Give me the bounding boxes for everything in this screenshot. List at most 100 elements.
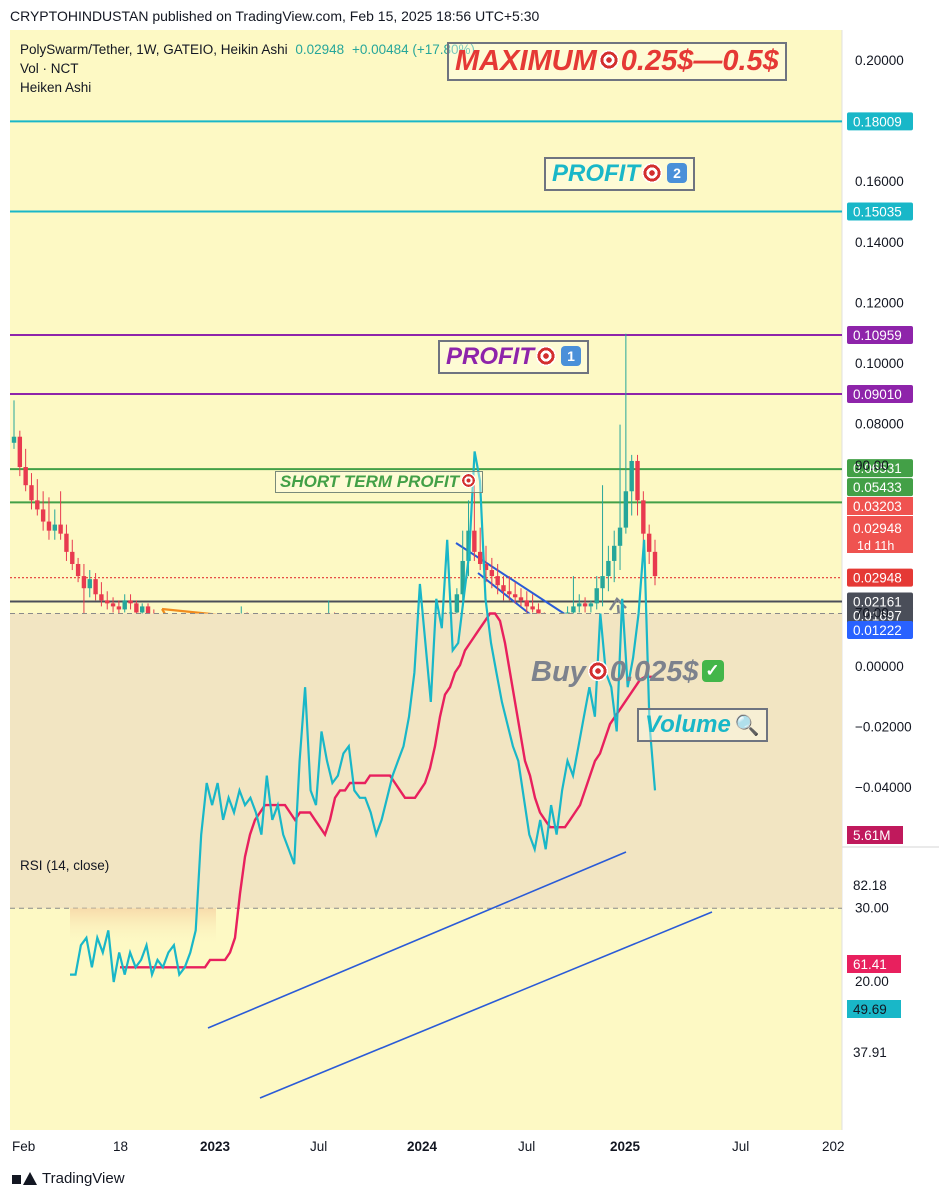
rsi-line: [70, 451, 657, 983]
candle-body: [600, 576, 605, 589]
rsi-oversold-fill: [70, 908, 216, 944]
candle-body: [70, 551, 75, 564]
candle-body: [58, 524, 63, 534]
keycap-1-icon: 1: [561, 345, 581, 366]
level-tag-0.09010: 0.09010: [853, 387, 902, 402]
candle-body: [612, 545, 617, 561]
annotation-profit2: PROFIT 2: [544, 157, 695, 191]
candle-body: [122, 600, 127, 610]
channel-top: [455, 542, 584, 627]
time-axis-label: Jul: [732, 1139, 749, 1154]
rsi-label: RSI (14, close): [20, 858, 110, 873]
rsi-axis-tick: 90.00: [855, 458, 889, 473]
candle-body: [454, 594, 460, 613]
level-tag-bg: [847, 478, 913, 497]
footer-brand: TradingView: [42, 1170, 125, 1187]
candle-body: [64, 533, 69, 552]
magnifier-icon: 🔍: [734, 715, 760, 737]
candle-body: [134, 603, 139, 613]
annotation-short-term-text: SHORT TERM PROFIT: [280, 472, 460, 491]
rsi-axis-tick: 20.00: [855, 974, 889, 989]
price-axis-tick: 0.14000: [855, 235, 904, 250]
candle-body: [128, 600, 133, 604]
rsi-tag-61.41: 61.41: [853, 957, 887, 972]
level-tag-0.18009: 0.18009: [853, 114, 902, 129]
rsi-axis-tick: 30.00: [855, 900, 889, 915]
price-axis-tick: 0.00000: [855, 659, 904, 674]
chart-svg[interactable]: 0.20000 0.16000 0.14000 0.12000 0.10000 0.080…: [10, 30, 939, 1165]
legend-symbol-line: PolySwarm/Tether, 1W, GATEIO, Heikin Ash…: [20, 42, 479, 57]
price-tag-0.03203: 0.03203: [853, 499, 902, 514]
chart-area[interactable]: 0.20000 0.16000 0.14000 0.12000 0.10000 0.080…: [10, 30, 939, 1165]
rsi-axis-tick: 70.00: [855, 606, 889, 621]
rsi-tag-37.91: 37.91: [853, 1045, 887, 1060]
level-tag-0.01222: 0.01222: [853, 623, 902, 638]
candle-body: [524, 600, 529, 607]
price-axis-tick: 0.12000: [855, 295, 904, 310]
candle-body: [116, 606, 122, 610]
legend-last-price: 0.02948: [295, 42, 345, 57]
price-tag-bg: [847, 497, 913, 515]
legend-indicator: Heiken Ashi: [20, 80, 92, 95]
price-axis-tick: 0.10000: [855, 356, 904, 371]
candle-body: [81, 576, 87, 589]
candle-body: [617, 527, 623, 546]
price-tag-bg-last: [847, 517, 913, 553]
time-axis-label: 2025: [610, 1139, 641, 1154]
level-tag-bg: [847, 325, 913, 344]
annotation-short-term-profit: SHORT TERM PROFIT: [275, 471, 484, 493]
candle-body: [512, 594, 518, 598]
price-axis-tick: 0.08000: [855, 417, 904, 432]
level-tag-bg: [847, 112, 913, 131]
candle-body: [23, 467, 28, 486]
candle-body: [99, 594, 104, 601]
rsi-ma-line: [120, 612, 655, 969]
candle-body: [110, 603, 116, 607]
annotation-maximum-text: MAXIMUM: [455, 45, 597, 77]
rsi-tag-49.69: 49.69: [853, 1002, 887, 1017]
candle-body: [11, 436, 17, 443]
candle-body: [87, 579, 92, 589]
keycap-2-icon: 2: [667, 162, 687, 183]
annotation-profit1-text: PROFIT: [446, 343, 534, 370]
candle-body: [629, 460, 634, 492]
legend-symbol: PolySwarm/Tether, 1W, GATEIO, Heikin Ash…: [20, 42, 288, 57]
publish-line: CRYPTOHINDUSTAN published on TradingView…: [10, 8, 540, 24]
candle-body: [472, 530, 477, 552]
candle-body: [140, 606, 145, 613]
level-tag-bg: [847, 202, 913, 221]
footer: TradingView: [12, 1170, 125, 1187]
price-axis-tick: 0.20000: [855, 53, 904, 68]
candle-body: [35, 500, 40, 510]
price-tag-last: 0.02948: [853, 521, 902, 536]
time-axis-label: 2024: [407, 1139, 438, 1154]
candle-body: [75, 563, 81, 577]
rsi-tag-bg: [847, 1000, 901, 1018]
level-tag-0.01697: 0.01697: [853, 609, 902, 624]
rsi-tag-bg: [847, 1043, 901, 1061]
level-tag-bg: [847, 459, 913, 478]
time-axis-label: 2023: [200, 1139, 231, 1154]
level-tag-bg: [847, 592, 913, 611]
rsi-tag-82.18: 82.18: [853, 878, 887, 893]
rsi-tag-bg: [847, 955, 901, 973]
rsi-channel-top: [207, 851, 627, 1029]
candle-body: [495, 576, 500, 586]
level-tag-0.10959: 0.10959: [853, 328, 902, 343]
volume-tag-bg: [847, 826, 903, 844]
rsi-channel-bottom: [259, 911, 713, 1099]
candle-body: [17, 436, 23, 468]
candle-body: [641, 500, 646, 534]
level-tag-bg: [847, 606, 913, 625]
annotation-buy-text: Buy: [531, 656, 586, 688]
annotation-buy: Buy 0.025$ ✓: [531, 656, 724, 689]
level-tag-0.05433: 0.05433: [853, 480, 902, 495]
level-tag-0.02948: 0.02948: [853, 571, 902, 586]
candle-body: [489, 570, 495, 577]
candle-body: [652, 551, 658, 577]
volume-last-label: 5.61M: [853, 828, 891, 843]
candle-body: [623, 491, 629, 528]
candle-body: [646, 533, 652, 552]
annotation-volume: Volume 🔍: [637, 708, 768, 742]
candle-body: [635, 460, 640, 501]
